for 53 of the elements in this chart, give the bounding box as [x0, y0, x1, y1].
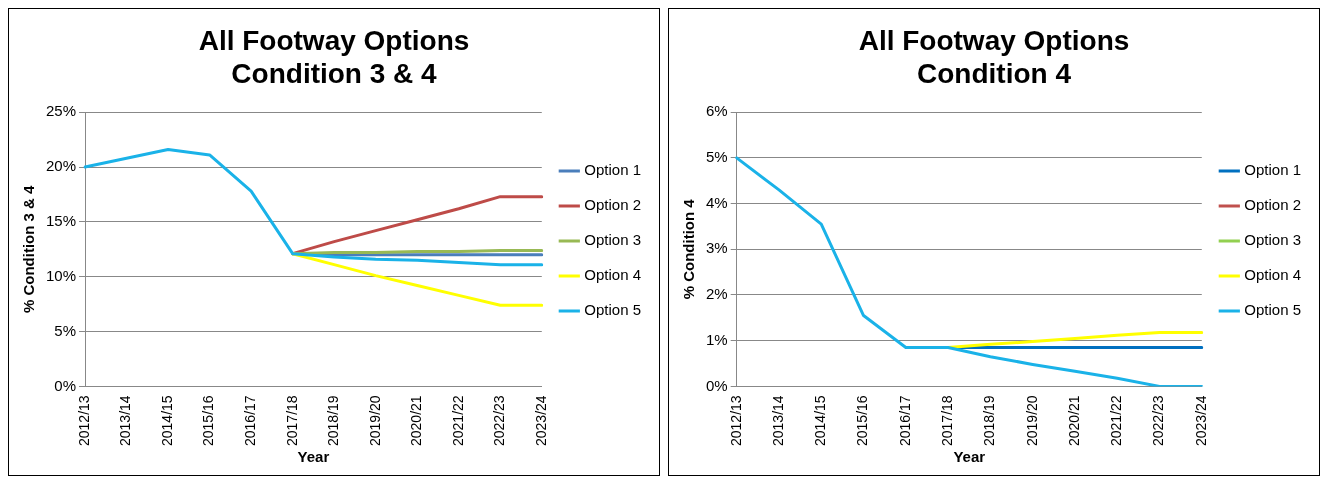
legend-label: Option 4	[584, 266, 642, 284]
x-tick-label: 2021/22	[449, 395, 466, 446]
y-tick-label: 1%	[705, 330, 728, 348]
y-tick-label: 20%	[45, 157, 77, 175]
legend-label: Option 4	[1244, 266, 1302, 284]
legend-label: Option 1	[584, 161, 642, 179]
y-tick-label: 0%	[54, 376, 77, 394]
x-tick-label: 2017/18	[283, 395, 300, 446]
legend-label: Option 5	[1244, 301, 1302, 319]
x-tick-label: 2020/21	[1065, 395, 1082, 446]
y-tick-label: 15%	[45, 212, 77, 230]
x-tick-label: 2015/16	[854, 395, 871, 446]
x-tick-label: 2012/13	[727, 395, 744, 446]
x-tick-label: 2022/23	[491, 395, 508, 446]
x-tick-label: 2023/24	[1192, 395, 1209, 446]
legend-label: Option 5	[584, 301, 642, 319]
x-tick-label: 2013/14	[769, 395, 786, 446]
x-tick-label: 2016/17	[896, 395, 913, 446]
x-tick-label: 2017/18	[938, 395, 955, 446]
legend-label: Option 2	[1244, 196, 1302, 214]
y-tick-label: 0%	[705, 376, 728, 394]
y-tick-label: 3%	[705, 239, 728, 257]
y-tick-label: 2%	[705, 285, 728, 303]
x-tick-label: 2022/23	[1150, 395, 1167, 446]
x-tick-label: 2014/15	[812, 395, 829, 446]
y-tick-label: 5%	[705, 148, 728, 166]
y-axis-title: % Condition 3 & 4	[20, 184, 38, 314]
y-tick-label: 5%	[54, 321, 77, 339]
x-tick-label: 2023/24	[532, 395, 549, 446]
x-tick-label: 2020/21	[408, 395, 425, 446]
x-tick-label: 2021/22	[1108, 395, 1125, 446]
legend-label: Option 3	[584, 231, 642, 249]
chart-title: All Footway Options Condition 4	[858, 24, 1130, 90]
x-tick-label: 2014/15	[158, 395, 175, 446]
legend-label: Option 1	[1244, 161, 1302, 179]
x-tick-label: 2018/19	[325, 395, 342, 446]
x-tick-label: 2019/20	[366, 395, 383, 446]
y-axis-title: % Condition 4	[680, 198, 698, 300]
x-tick-label: 2013/14	[117, 395, 134, 446]
y-tick-label: 4%	[705, 193, 728, 211]
x-tick-label: 2012/13	[75, 395, 92, 446]
legend-label: Option 2	[584, 196, 642, 214]
x-tick-label: 2018/19	[981, 395, 998, 446]
x-tick-label: 2015/16	[200, 395, 217, 446]
legend-label: Option 3	[1244, 231, 1302, 249]
x-tick-label: 2019/20	[1023, 395, 1040, 446]
y-tick-label: 25%	[45, 102, 77, 120]
x-axis-title: Year	[297, 448, 330, 466]
x-axis-title: Year	[953, 448, 986, 466]
y-tick-label: 10%	[45, 266, 77, 284]
y-tick-label: 6%	[705, 102, 728, 120]
chart-title: All Footway Options Condition 3 & 4	[198, 24, 470, 90]
x-tick-label: 2016/17	[241, 395, 258, 446]
